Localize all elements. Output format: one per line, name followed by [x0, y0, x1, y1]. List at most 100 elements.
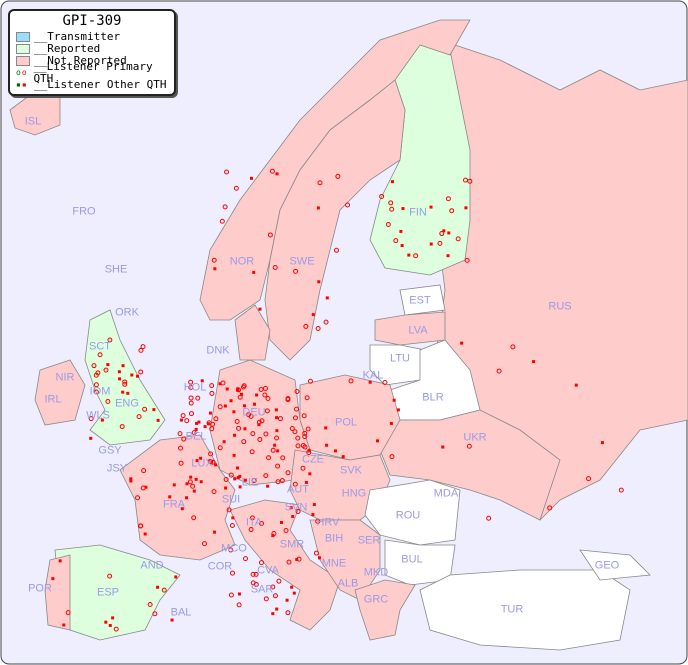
country-label-kal: KAL: [362, 369, 384, 382]
listener-primary-marker: [259, 418, 265, 424]
listener-primary-marker: [211, 489, 217, 495]
listener-other-marker: [249, 176, 253, 180]
listener-primary-marker: [207, 458, 213, 464]
country-label-bih: BIH: [324, 532, 344, 545]
listener-other-marker: [253, 402, 257, 406]
listener-primary-marker: [294, 389, 300, 395]
listener-primary-marker: [271, 531, 277, 537]
listener-primary-marker: [345, 202, 351, 208]
listener-primary-marker: [224, 169, 230, 175]
listener-primary-marker: [220, 380, 226, 386]
listener-primary-marker: [177, 445, 183, 451]
listener-primary-marker: [180, 413, 186, 419]
listener-primary-marker: [217, 445, 223, 451]
listener-primary-marker: [210, 459, 216, 465]
legend-item-not-reported: __Not Reported: [10, 55, 174, 67]
listener-primary-marker: [292, 415, 298, 421]
listener-other-marker: [195, 459, 199, 463]
listener-primary-marker: [228, 592, 234, 598]
listener-primary-marker: [263, 431, 269, 437]
listener-primary-marker: [233, 185, 239, 191]
listener-primary-marker: [618, 487, 624, 493]
listener-other-marker: [236, 387, 240, 391]
listener-primary-marker: [259, 521, 265, 527]
listener-primary-marker: [226, 507, 232, 513]
country-fin: [369, 39, 471, 276]
listener-primary-marker: [250, 580, 256, 586]
listener-other-marker: [275, 429, 279, 433]
listener-primary-marker: [466, 443, 472, 449]
listener-other-marker: [156, 418, 160, 422]
listener-other-marker: [126, 391, 130, 395]
country-label-fra: FRA: [163, 498, 185, 511]
country-label-bul: BUL: [401, 553, 423, 566]
country-dnk: [234, 304, 271, 361]
listener-primary-marker: [272, 593, 278, 599]
listener-primary-marker: [295, 435, 301, 441]
country-geo: [579, 549, 651, 581]
listener-other-marker: [100, 418, 104, 422]
listener-primary-marker: [315, 518, 321, 524]
listener-primary-marker: [379, 193, 385, 199]
legend: GPI-309 __Transmitter __Reported __Not R…: [8, 9, 176, 96]
listener-other-marker: [317, 280, 321, 284]
listener-primary-marker: [97, 352, 103, 358]
country-label-svk: SVK: [339, 464, 363, 477]
listener-primary-marker: [140, 344, 146, 350]
listener-other-marker: [197, 420, 201, 424]
listener-primary-marker: [267, 232, 273, 238]
listener-other-marker: [62, 623, 66, 627]
country-rou: [364, 479, 461, 546]
country-est: [399, 284, 446, 316]
listener-primary-marker: [285, 610, 291, 616]
listener-primary-marker: [301, 413, 307, 419]
listener-other-marker: [203, 425, 207, 429]
listener-other-marker: [152, 408, 156, 412]
listener-primary-marker: [266, 455, 272, 461]
listener-other-marker: [206, 422, 210, 426]
listener-primary-marker: [209, 390, 215, 396]
listener-primary-marker: [264, 408, 270, 414]
listener-primary-marker: [250, 571, 256, 577]
listener-primary-marker: [292, 481, 298, 487]
listener-primary-marker: [547, 505, 553, 511]
listener-primary-marker: [439, 231, 445, 237]
listener-other-marker: [129, 477, 133, 481]
listener-primary-marker: [437, 240, 443, 246]
listener-other-marker: [231, 516, 235, 520]
listener-primary-marker: [107, 337, 113, 343]
listener-other-marker: [325, 443, 329, 447]
listener-other-marker: [316, 206, 320, 210]
country-label-pol: POL: [334, 416, 358, 429]
country-label-hng: HNG: [341, 487, 367, 500]
country-por: [44, 554, 71, 631]
listener-primary-marker: [389, 206, 395, 212]
listener-other-marker: [224, 486, 228, 490]
listener-primary-marker: [393, 238, 399, 244]
country-label-sar: SAR: [250, 583, 274, 596]
listener-other-marker: [200, 379, 204, 383]
listener-primary-marker: [213, 416, 219, 422]
listener-other-marker: [285, 598, 289, 602]
listener-other-marker: [156, 585, 160, 589]
country-grc: [354, 579, 416, 641]
listener-other-marker: [574, 383, 578, 387]
listener-other-marker: [170, 618, 174, 622]
listener-other-marker: [233, 433, 237, 437]
country-label-iom: IOM: [89, 385, 111, 398]
legend-item-other: ▪▪ __Listener Other QTH: [10, 79, 174, 91]
legend-label: __Reported: [34, 42, 101, 55]
listener-other-marker: [144, 485, 148, 489]
listener-other-marker: [111, 616, 115, 620]
listener-other-marker: [58, 559, 62, 563]
listener-primary-marker: [486, 515, 492, 521]
legend-title: GPI-309: [62, 13, 122, 29]
listener-primary-marker: [246, 412, 252, 418]
country-label-alb: ALB: [337, 577, 359, 590]
listener-primary-marker: [65, 610, 71, 616]
listener-other-marker: [108, 623, 112, 627]
listener-primary-marker: [300, 443, 306, 449]
country-label-mco: MCO: [221, 542, 247, 555]
listener-other-marker: [208, 411, 212, 415]
listener-primary-marker: [107, 573, 113, 579]
